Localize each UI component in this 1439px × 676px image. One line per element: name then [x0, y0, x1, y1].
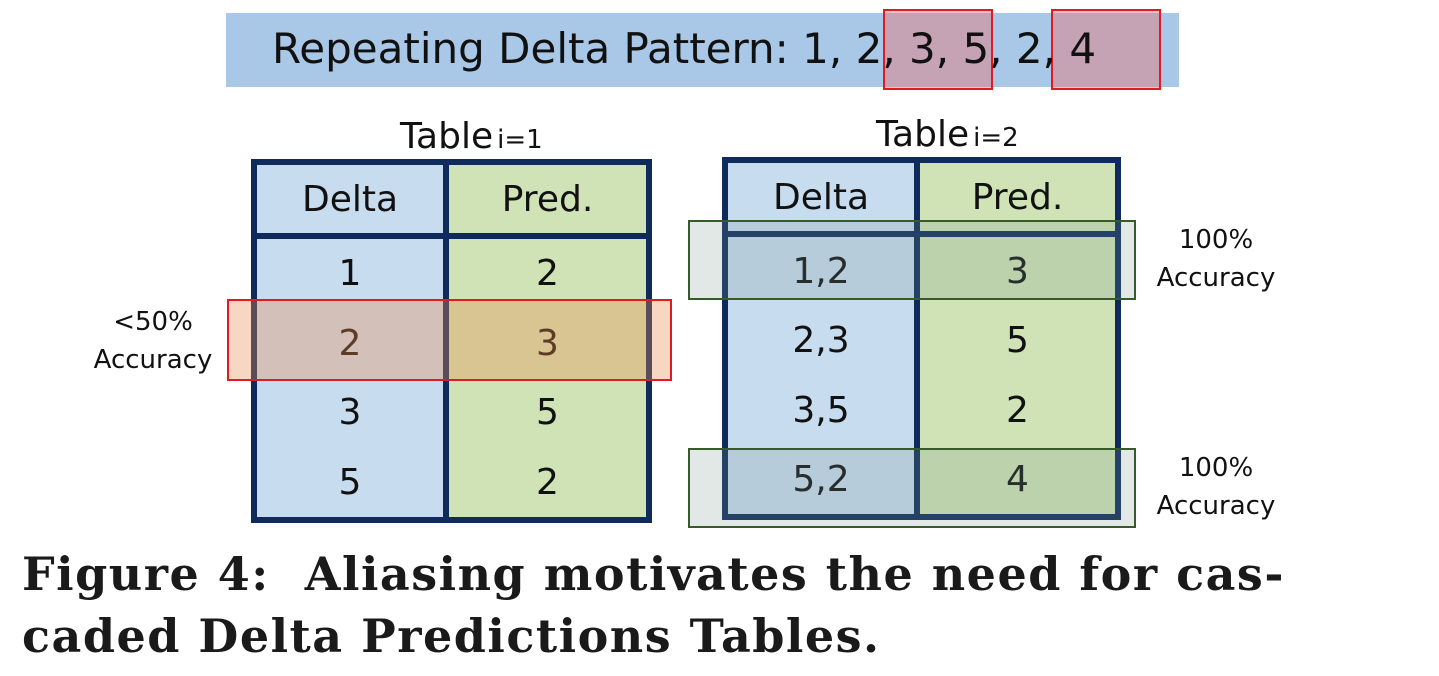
delta-table-2: Delta Pred. 1,2 3 2,3 5 3,5 2 5,2 4	[722, 157, 1121, 520]
table1-cell-delta: 5	[257, 447, 449, 517]
table2-cell-pred: 5	[920, 306, 1115, 376]
table2-bottom-accuracy-note: 100% Accuracy	[1150, 449, 1282, 525]
table1-subscript: i=1	[497, 125, 543, 155]
table2-top-accuracy-note: 100% Accuracy	[1150, 221, 1282, 297]
table1-cell-delta: 1	[257, 239, 449, 309]
table2-row1-highlight	[688, 220, 1136, 300]
pattern-banner	[226, 13, 1179, 87]
table1-accuracy-value: <50%	[113, 307, 193, 337]
table1-header-delta: Delta	[257, 165, 449, 239]
table2-title: Table i=2	[876, 115, 1019, 158]
table2-cell-pred: 2	[920, 375, 1115, 445]
table2-subscript: i=2	[973, 123, 1019, 153]
table2-header-pred: Pred.	[920, 163, 1115, 237]
table2-cell-delta: 2,3	[728, 306, 920, 376]
table2-top-accuracy-label: Accuracy	[1156, 263, 1276, 293]
table2-top-accuracy-value: 100%	[1178, 225, 1254, 255]
table2-cell-delta: 3,5	[728, 375, 920, 445]
table2-header-delta: Delta	[728, 163, 920, 237]
table2-bottom-accuracy-label: Accuracy	[1156, 491, 1276, 521]
table2-cell-delta: 1,2	[728, 237, 920, 307]
table2-cell-delta: 5,2	[728, 444, 920, 514]
table2-cell-pred: 3	[920, 237, 1115, 307]
table1-accuracy-note: <50% Accuracy	[88, 303, 218, 379]
table1-cell-pred: 2	[449, 239, 646, 309]
pattern-highlight-first	[883, 9, 993, 90]
table1-cell-delta: 2	[257, 308, 449, 378]
pattern-middle: 5,	[962, 24, 1003, 73]
table1-aliasing-highlight	[227, 299, 672, 381]
pattern-highlight-second	[1051, 9, 1161, 90]
table1-header-pred: Pred.	[449, 165, 646, 239]
pattern-prefix: Repeating Delta Pattern: 1,	[272, 24, 843, 73]
table1-cell-pred: 2	[449, 447, 646, 517]
table1-title: Table i=1	[400, 117, 543, 160]
pattern-text: Repeating Delta Pattern: 1, 2, 3, 5, 2, …	[272, 19, 1096, 79]
pattern-hl2-text: 2, 4	[1015, 24, 1097, 73]
table2-title-text: Table	[876, 114, 970, 155]
figure-caption: Figure 4: Aliasing motivates the need fo…	[22, 543, 1422, 667]
caption-line1: Figure 4: Aliasing motivates the need fo…	[22, 547, 1285, 601]
table1-cell-delta: 3	[257, 378, 449, 448]
table1-accuracy-label: Accuracy	[93, 345, 213, 375]
table2-bottom-accuracy-value: 100%	[1178, 453, 1254, 483]
caption-line2: caded Delta Predictions Tables.	[22, 609, 881, 663]
table2-row4-highlight	[688, 448, 1136, 528]
table1-cell-pred: 5	[449, 378, 646, 448]
pattern-hl1-text: 2, 3,	[855, 24, 950, 73]
table2-cell-pred: 4	[920, 444, 1115, 514]
table1-cell-pred: 3	[449, 308, 646, 378]
table1-title-text: Table	[400, 116, 494, 157]
delta-table-1: Delta Pred. 1 2 2 3 3 5 5 2	[251, 159, 652, 523]
